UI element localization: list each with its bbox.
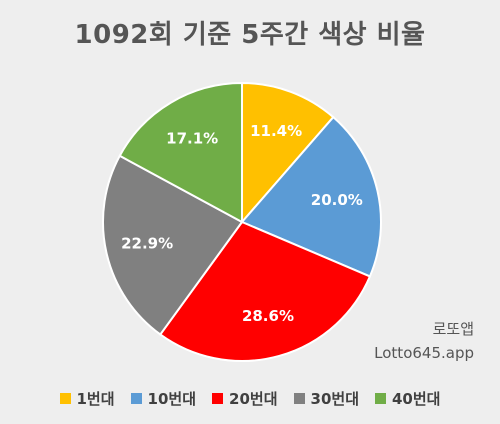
legend-item-4: 30번대 xyxy=(293,388,359,409)
legend-item-5: 40번대 xyxy=(375,388,440,409)
watermark-url: Lotto645.app xyxy=(374,344,474,362)
data-label-1: 11.4% xyxy=(250,122,302,140)
pie-slice-4 xyxy=(102,154,244,336)
legend-label: 20번대 xyxy=(229,389,278,408)
legend-item-3: 20번대 xyxy=(212,388,278,409)
data-label-4: 22.9% xyxy=(121,235,173,253)
legend: 1번대 10번대 20번대 30번대 40번대 xyxy=(0,384,500,412)
legend-swatch xyxy=(375,392,386,404)
pie-slice-3 xyxy=(158,220,372,362)
legend-label: 1번대 xyxy=(76,389,115,408)
chart-title: 1092회 기준 5주간 색상 비율 xyxy=(74,20,426,50)
legend-label: 30번대 xyxy=(310,389,359,408)
legend-label: 40번대 xyxy=(392,389,441,408)
legend-swatch xyxy=(293,392,305,404)
pie-slice-5 xyxy=(118,81,243,224)
legend-swatch xyxy=(130,392,142,404)
pie-slice-1 xyxy=(241,81,335,225)
legend-label: 10번대 xyxy=(147,389,197,408)
data-label-5: 17.1% xyxy=(166,129,218,147)
legend-swatch xyxy=(59,392,71,404)
data-label-2: 20.0% xyxy=(311,191,363,209)
legend-swatch xyxy=(212,392,224,404)
data-label-3: 28.6% xyxy=(242,307,294,325)
legend-item-2: 10번대 xyxy=(130,388,197,409)
legend-item-1: 1번대 xyxy=(59,388,115,409)
watermark-korean: 로또앱 xyxy=(432,320,474,338)
